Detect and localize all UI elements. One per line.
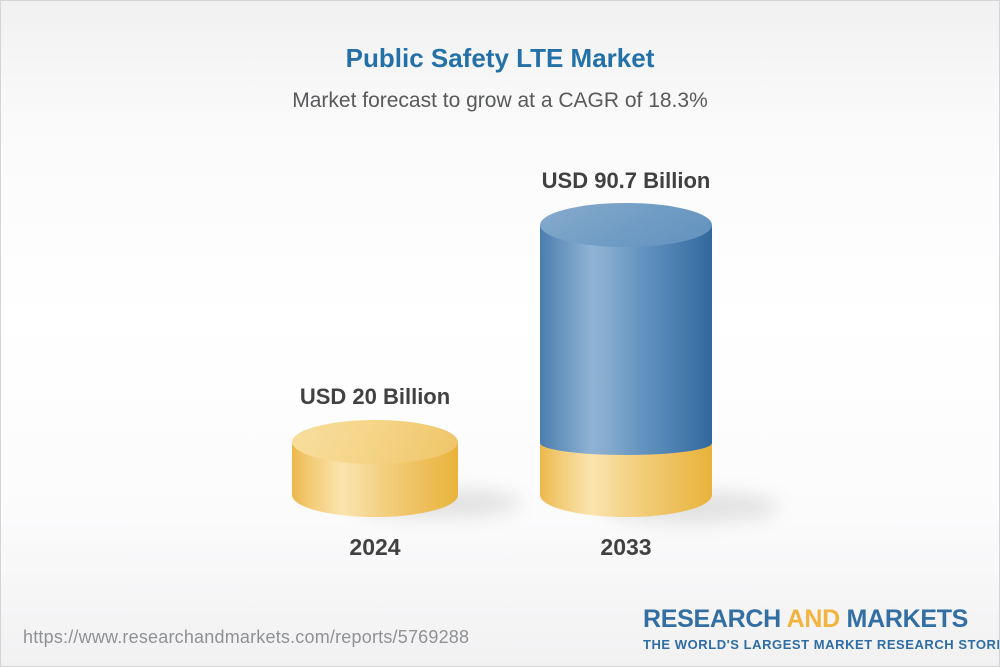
axis-label-2033: 2033 [600, 534, 652, 560]
logo-tagline: THE WORLD'S LARGEST MARKET RESEARCH STOR… [643, 637, 1000, 652]
value-label-2033: USD 90.7 Billion [541, 168, 711, 193]
research-and-markets-logo: RESEARCH AND MARKETS THE WORLD'S LARGEST… [643, 605, 1000, 652]
logo-word-research: RESEARCH [643, 605, 781, 633]
report-url: https://www.researchandmarkets.com/repor… [23, 627, 470, 647]
logo-word-and: AND [786, 605, 841, 633]
bar-2024-top-cap [292, 420, 458, 464]
bar-2033-blue-bottom-arc [540, 431, 712, 455]
axis-label-2024: 2024 [349, 534, 401, 560]
value-label-2024: USD 20 Billion [299, 384, 451, 409]
chart-title: Public Safety LTE Market [345, 43, 655, 73]
bar-2033-top-cap [540, 203, 712, 247]
bar-2033-body [540, 225, 712, 443]
logo-word-markets: MARKETS [846, 605, 969, 633]
logo-wordmark: RESEARCH AND MARKETS [643, 605, 983, 634]
chart-subtitle: Market forecast to grow at a CAGR of 18.… [292, 89, 708, 112]
